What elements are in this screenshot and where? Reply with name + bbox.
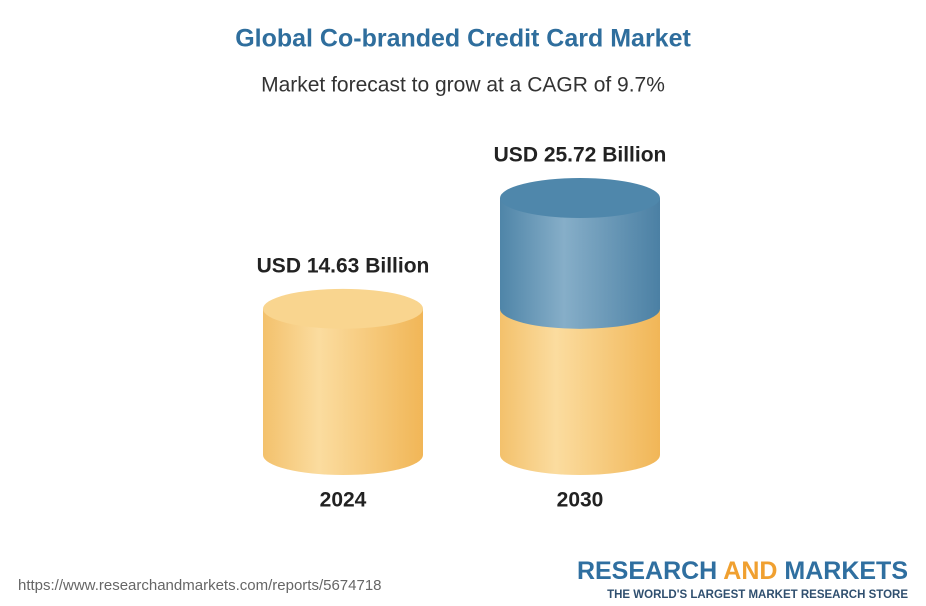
baseline-segment <box>500 308 660 475</box>
logo-part: AND <box>723 557 777 585</box>
chart-subtitle: Market forecast to grow at a CAGR of 9.7… <box>261 74 665 97</box>
value-label: USD 25.72 Billion <box>494 144 667 167</box>
category-label: 2024 <box>320 489 367 512</box>
logo-tagline: THE WORLD'S LARGEST MARKET RESEARCH STOR… <box>607 589 908 601</box>
category-label: 2030 <box>557 489 604 512</box>
cylinder-body <box>263 308 423 475</box>
value-label: USD 14.63 Billion <box>257 254 430 277</box>
cylinder-top <box>263 288 423 329</box>
growth-segment <box>500 198 660 329</box>
cylinder-top <box>500 178 660 218</box>
source-url: https://www.researchandmarkets.com/repor… <box>18 577 382 594</box>
chart-title: Global Co-branded Credit Card Market <box>235 25 691 53</box>
logo-part: RESEARCH <box>577 557 717 585</box>
logo-part: MARKETS <box>784 557 908 585</box>
logo: RESEARCH AND MARKETS <box>577 557 908 585</box>
